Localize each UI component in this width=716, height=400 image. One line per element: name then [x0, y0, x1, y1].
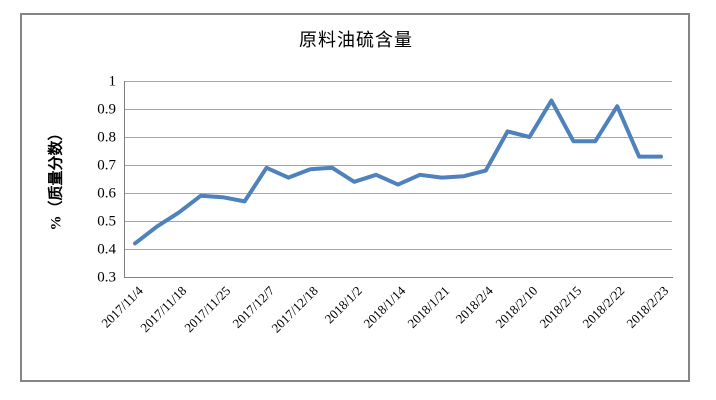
gridline	[124, 137, 672, 138]
y-axis-line	[124, 81, 125, 278]
y-tick-label: 0.9	[97, 101, 116, 117]
x-axis-line	[124, 277, 673, 278]
y-tick-label: 0.4	[97, 241, 116, 257]
y-tick-label: 0.7	[97, 157, 116, 173]
y-tick-label: 1	[108, 73, 117, 89]
y-tick-label: 0.6	[97, 185, 116, 201]
gridline	[124, 249, 672, 250]
y-tick-label: 0.5	[97, 213, 116, 229]
gridline	[124, 193, 672, 194]
y-axis-title: %（质量分数）	[48, 125, 65, 231]
gridline	[124, 81, 672, 82]
gridline	[124, 109, 672, 110]
gridline	[124, 221, 672, 222]
y-tick-label: 0.3	[97, 269, 116, 285]
y-tick-label: 0.8	[97, 129, 116, 145]
chart-title: 原料油硫含量	[299, 30, 413, 50]
gridline	[124, 165, 672, 166]
